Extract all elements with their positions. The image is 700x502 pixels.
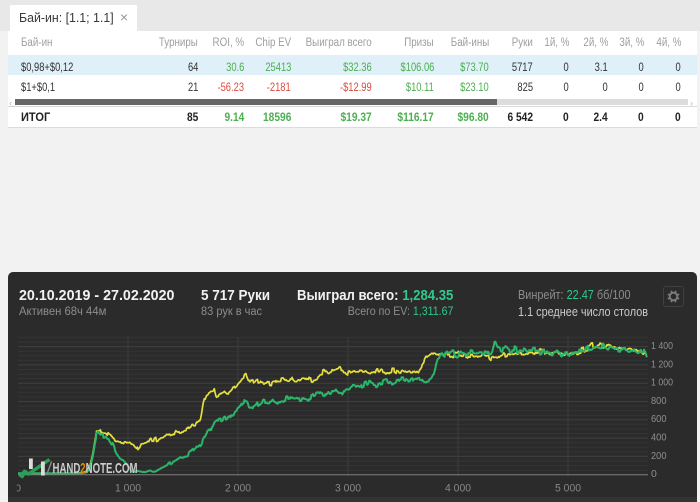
svg-text:1 400: 1 400 bbox=[651, 340, 673, 352]
svg-text:800: 800 bbox=[651, 395, 667, 407]
svg-text:0: 0 bbox=[651, 468, 657, 480]
svg-text:600: 600 bbox=[651, 413, 667, 425]
svg-text:5 000: 5 000 bbox=[555, 483, 581, 495]
svg-text:4 000: 4 000 bbox=[445, 483, 471, 495]
svg-text:1 200: 1 200 bbox=[651, 358, 673, 370]
svg-text:1 000: 1 000 bbox=[651, 377, 673, 389]
svg-text:3 000: 3 000 bbox=[335, 483, 361, 495]
svg-text:400: 400 bbox=[651, 432, 667, 444]
svg-text:200: 200 bbox=[651, 450, 667, 462]
svg-text:1 000: 1 000 bbox=[115, 483, 141, 495]
svg-text:0: 0 bbox=[15, 483, 21, 495]
svg-text:HAND2NOTE.COM: HAND2NOTE.COM bbox=[53, 460, 138, 477]
svg-text:2 000: 2 000 bbox=[225, 483, 251, 495]
